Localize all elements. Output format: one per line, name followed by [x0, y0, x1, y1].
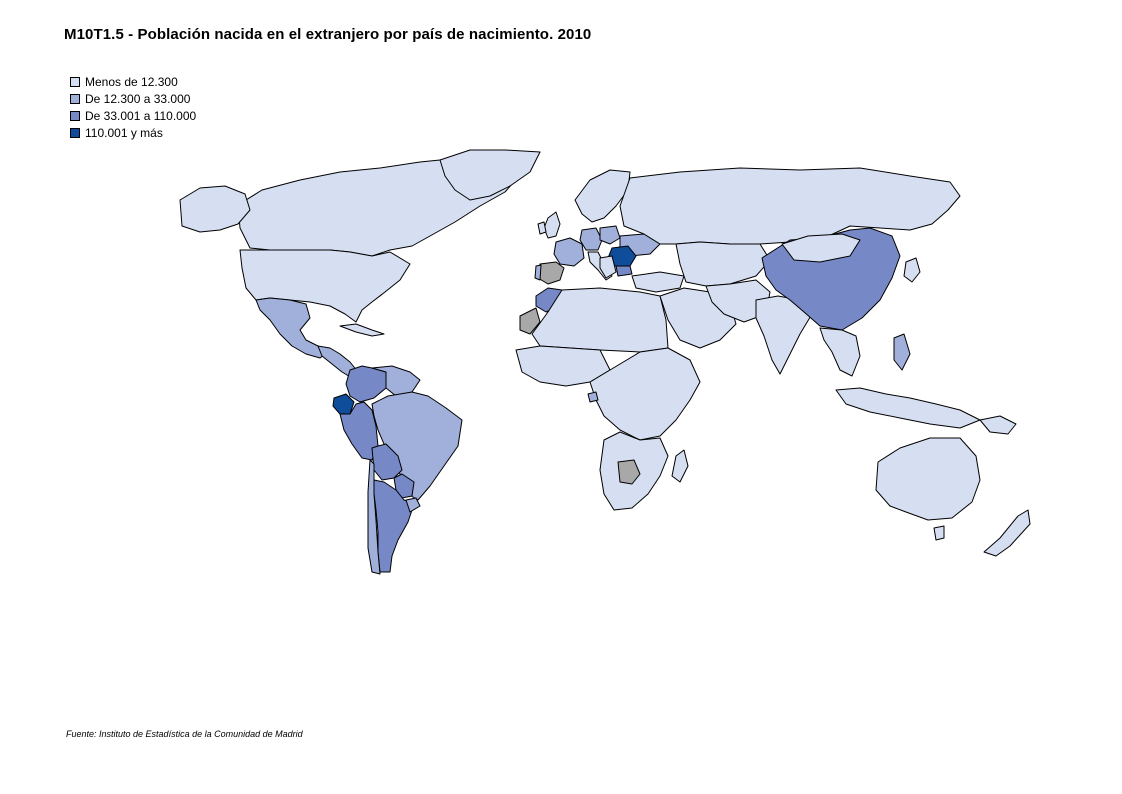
country-mexico — [255, 297, 329, 359]
country-greenland — [439, 149, 541, 201]
country-bulgaria — [615, 265, 633, 277]
legend-swatch — [70, 127, 80, 138]
legend-label: De 33.001 a 110.000 — [85, 108, 197, 123]
country-ireland — [537, 221, 547, 235]
country-turkey — [631, 271, 685, 293]
country-uruguay — [405, 497, 421, 513]
country-peru — [339, 401, 379, 461]
country-korea-japan — [903, 257, 921, 283]
country-chile — [367, 459, 381, 575]
legend-label: Menos de 12.300 — [85, 74, 178, 89]
country-germany — [579, 227, 603, 251]
country-southeast-asia — [819, 327, 861, 377]
country-alaska — [179, 185, 251, 233]
country-philippines — [893, 333, 911, 371]
country-cuba — [339, 323, 385, 337]
country-spain — [537, 261, 565, 285]
country-bolivia — [371, 443, 403, 481]
legend-label: De 12.300 a 33.000 — [85, 91, 191, 106]
country-scandinavia — [574, 169, 631, 223]
legend-item-class-2: De 12.300 a 33.000 — [70, 90, 196, 107]
country-balkans — [599, 255, 617, 279]
country-tasmania — [933, 525, 945, 541]
legend-item-class-3: De 33.001 a 110.000 — [70, 107, 196, 124]
legend-swatch — [70, 76, 80, 87]
legend-label: 110.001 y más — [85, 125, 163, 140]
map-legend: Menos de 12.300 De 12.300 a 33.000 De 33… — [70, 73, 196, 141]
country-brazil — [371, 391, 463, 501]
legend-swatch — [70, 110, 80, 121]
country-argentina — [373, 479, 415, 573]
country-australia — [875, 437, 981, 521]
legend-swatch — [70, 93, 80, 104]
country-papua — [979, 415, 1017, 435]
source-note: Fuente: Instituto de Estadística de la C… — [66, 729, 303, 739]
country-indonesia — [835, 387, 981, 429]
country-botswana — [617, 459, 641, 485]
country-colombia — [345, 365, 387, 403]
country-portugal — [534, 264, 542, 281]
country-central-asia — [675, 241, 771, 287]
country-western-sahara — [519, 307, 541, 335]
country-uk — [543, 211, 561, 239]
legend-item-class-4: 110.001 y más — [70, 124, 196, 141]
country-equatorial-guinea — [587, 391, 599, 403]
country-madagascar — [671, 449, 689, 483]
map-title: M10T1.5 - Población nacida en el extranj… — [64, 26, 592, 43]
world-map — [170, 145, 1060, 595]
country-mongolia — [781, 233, 861, 263]
country-russia — [619, 167, 961, 245]
world-map-svg — [179, 149, 1031, 575]
country-new-zealand — [983, 509, 1031, 557]
country-poland — [599, 225, 621, 245]
legend-item-class-1: Menos de 12.300 — [70, 73, 196, 90]
country-france — [553, 237, 585, 267]
country-central-africa — [589, 347, 701, 441]
